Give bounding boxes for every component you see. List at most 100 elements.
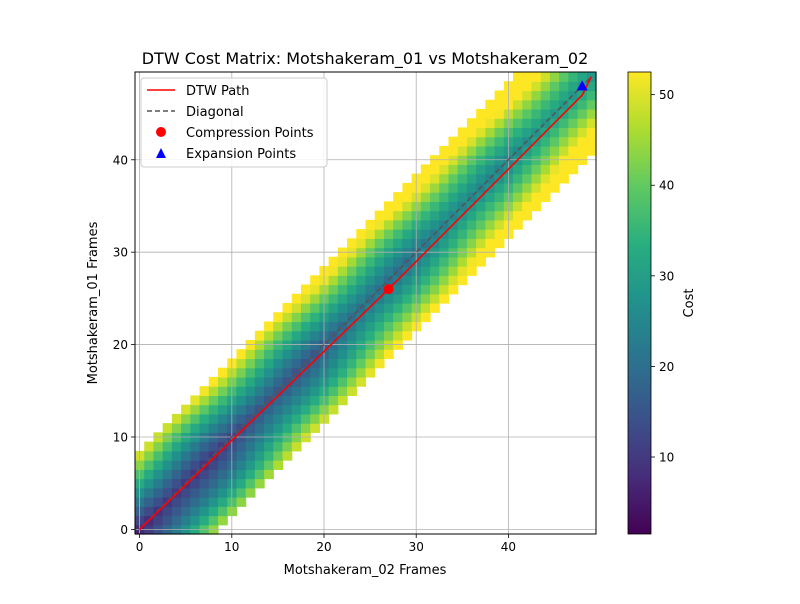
heatmap-cell [190,404,201,415]
heatmap-cell [577,108,588,119]
heatmap-cell [328,303,339,313]
heatmap-cell [328,367,339,378]
heatmap-cell [485,127,496,138]
heatmap-cell [254,330,265,341]
heatmap-cell [430,275,440,286]
heatmap-cell [513,192,523,202]
x-axis-label: Motshakeram_02 Frames [284,563,447,578]
heatmap-cell [568,72,579,82]
heatmap-cell [144,487,155,498]
heatmap-cell [153,460,164,470]
heatmap-cell [199,441,210,452]
heatmap-cell [310,404,320,415]
heatmap-cell [171,460,182,470]
heatmap-cell [513,182,523,193]
heatmap-cell [466,182,477,193]
heatmap-cell [420,219,431,230]
legend-expansion-label: Expansion Points [186,147,296,162]
heatmap-cell [522,164,533,175]
heatmap-cell [153,487,164,498]
heatmap-cell [217,367,228,378]
heatmap-cell [347,275,357,286]
heatmap-cell [162,441,173,452]
heatmap-cell [531,118,542,129]
heatmap-cell [393,303,403,313]
heatmap-cell [485,164,496,175]
heatmap-cell [254,395,265,406]
heatmap-cell [144,460,155,470]
heatmap-cell [485,192,496,202]
heatmap-cell [190,497,201,507]
heatmap-cell [181,515,191,526]
heatmap-cell [190,395,201,406]
heatmap-cell [337,303,348,313]
heatmap-cell [347,367,357,378]
heatmap-cell [522,99,533,110]
heatmap-cell [513,136,523,147]
heatmap-cell [374,219,385,230]
heatmap-cell [540,72,551,82]
heatmap-cell [476,229,486,239]
heatmap-cell [540,81,551,92]
heatmap-cell [273,358,284,369]
heatmap-cell [559,81,569,92]
heatmap-cell [208,376,219,387]
heatmap-cell [356,330,367,341]
heatmap-cell [383,219,394,230]
heatmap-cell [199,404,210,415]
heatmap-cell [300,386,311,396]
heatmap-cell [282,441,293,452]
heatmap-cell [236,487,247,498]
heatmap-cell [383,293,394,304]
heatmap-cell [264,321,274,332]
heatmap-cell [466,219,477,230]
heatmap-cell [439,219,450,230]
heatmap-cell [485,238,496,249]
heatmap-cell [374,330,385,341]
heatmap-cell [365,358,376,369]
heatmap-cell [393,219,403,230]
compression-point [383,284,394,295]
heatmap-cell [300,284,311,295]
heatmap-cell [153,441,164,452]
heatmap-cell [540,90,551,101]
heatmap-cell [273,460,284,470]
heatmap-cell [402,210,413,221]
heatmap-cell [540,173,551,184]
heatmap-cell [356,376,367,387]
heatmap-cell [374,256,385,267]
heatmap-cell [217,450,228,461]
heatmap-cell [402,275,413,286]
heatmap-cell [476,136,486,147]
heatmap-cell [291,376,302,387]
heatmap-cell [448,182,459,193]
heatmap-cell [549,72,560,82]
heatmap-cell [190,460,201,470]
heatmap-cell [448,256,459,267]
heatmap-cell [328,312,339,323]
heatmap-cell [365,312,376,323]
heatmap-cell [310,376,320,387]
heatmap-cell [568,90,579,101]
heatmap-cell [310,423,320,433]
y-tick-label: 0 [120,523,128,537]
heatmap-cell [365,349,376,360]
heatmap-cell [171,478,182,489]
heatmap-cell [393,321,403,332]
heatmap-cell [273,450,284,461]
heatmap-cell [162,469,173,480]
heatmap-cell [208,506,219,517]
heatmap-cell [420,284,431,295]
heatmap-cell [466,256,477,267]
heatmap-cell [254,469,265,480]
heatmap-cell [522,173,533,184]
heatmap-cell [144,478,155,489]
heatmap-cell [264,349,274,360]
heatmap-cell [356,312,367,323]
heatmap-cell [356,321,367,332]
heatmap-cell [347,303,357,313]
heatmap-cell [430,293,440,304]
heatmap-cell [181,404,191,415]
heatmap-cell [393,201,403,212]
heatmap-cell [264,460,274,470]
